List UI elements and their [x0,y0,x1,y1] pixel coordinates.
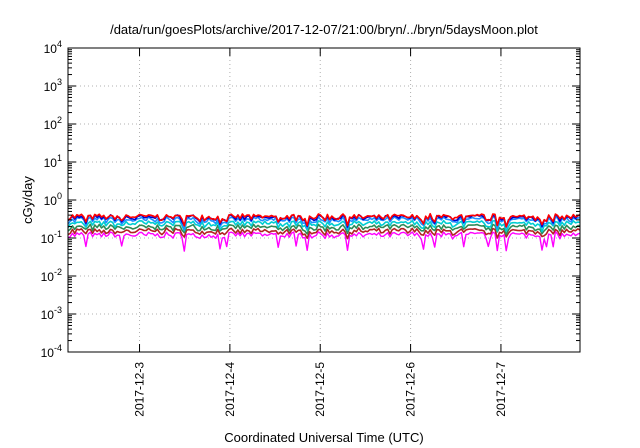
x-tick-label: 2017-12-3 [133,362,147,417]
x-axis: 2017-12-3 2017-12-4 2017-12-5 2017-12-6 2017… [133,48,508,417]
y-tick-label: 10-3 [41,305,62,322]
series-line [67,227,581,240]
y-axis-label: cGy/day [20,176,35,224]
x-tick-label: 2017-12-6 [404,362,418,417]
series-line [67,230,581,252]
y-axis: 10-4 10-3 10-2 10-1 100 101 102 103 104 [41,39,580,360]
y-tick-label: 104 [44,39,62,56]
y-tick-label: 101 [44,153,62,170]
y-tick-label: 100 [44,191,62,208]
series-group [67,212,581,252]
y-tick-label: 10-4 [41,343,62,360]
x-tick-label: 2017-12-4 [223,362,237,417]
series-line [67,212,581,228]
x-tick-label: 2017-12-7 [494,362,508,417]
y-tick-label: 10-2 [41,267,62,284]
series-line [67,223,581,236]
x-axis-label: Coordinated Universal Time (UTC) [224,430,423,445]
series-line [67,219,581,233]
grid-lines [68,48,580,352]
y-tick-label: 10-1 [41,229,62,246]
y-tick-label: 102 [44,115,62,132]
y-tick-label: 103 [44,77,62,94]
x-tick-label: 2017-12-5 [313,362,327,417]
chart-title: /data/run/goesPlots/archive/2017-12-07/2… [110,22,538,37]
